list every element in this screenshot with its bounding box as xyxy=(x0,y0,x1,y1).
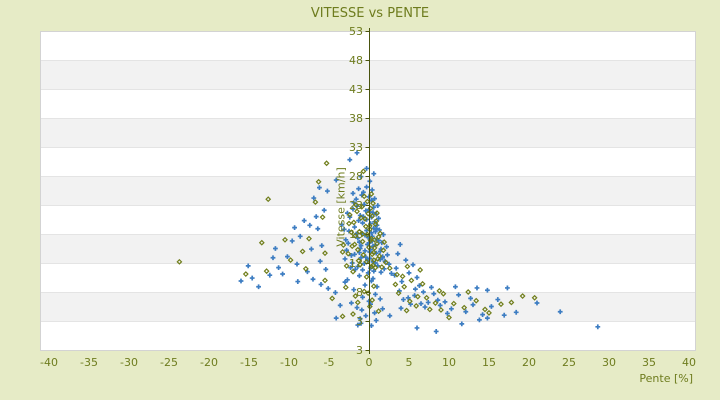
svg-text:-35: -35 xyxy=(80,356,98,369)
svg-text:3: 3 xyxy=(356,344,363,357)
svg-text:-30: -30 xyxy=(120,356,138,369)
svg-text:-15: -15 xyxy=(240,356,258,369)
svg-text:-25: -25 xyxy=(160,356,178,369)
svg-text:23: 23 xyxy=(349,199,363,212)
y-axis-title: Vitesse [km/h] xyxy=(334,167,348,247)
svg-text:8: 8 xyxy=(356,286,363,299)
svg-text:40: 40 xyxy=(682,356,696,369)
svg-text:38: 38 xyxy=(349,112,363,125)
svg-text:35: 35 xyxy=(642,356,656,369)
svg-text:28: 28 xyxy=(349,170,363,183)
svg-text:15: 15 xyxy=(482,356,496,369)
svg-text:53: 53 xyxy=(349,25,363,38)
svg-text:33: 33 xyxy=(349,141,363,154)
axis-ticks xyxy=(365,31,370,351)
x-tick-labels: -40 -35 -30 -25 -20 -15 -10 -5 0 5 10 15 20 25 30 35 40 xyxy=(40,356,696,369)
svg-text:13: 13 xyxy=(349,257,363,270)
svg-text:30: 30 xyxy=(602,356,616,369)
svg-text:-5: -5 xyxy=(324,356,335,369)
svg-text:20: 20 xyxy=(522,356,536,369)
svg-text:-10: -10 xyxy=(280,356,298,369)
x-axis-title: Pente [%] xyxy=(639,372,693,385)
svg-text:48: 48 xyxy=(349,54,363,67)
grid-bands xyxy=(40,31,695,350)
svg-text:3: 3 xyxy=(356,315,363,328)
svg-text:5: 5 xyxy=(406,356,413,369)
svg-text:18: 18 xyxy=(349,228,363,241)
svg-text:25: 25 xyxy=(562,356,576,369)
svg-text:0: 0 xyxy=(366,356,373,369)
chart-title: VITESSE vs PENTE xyxy=(310,6,430,21)
svg-text:-40: -40 xyxy=(40,356,58,369)
svg-text:-20: -20 xyxy=(200,356,218,369)
svg-text:10: 10 xyxy=(442,356,456,369)
svg-text:43: 43 xyxy=(349,83,363,96)
